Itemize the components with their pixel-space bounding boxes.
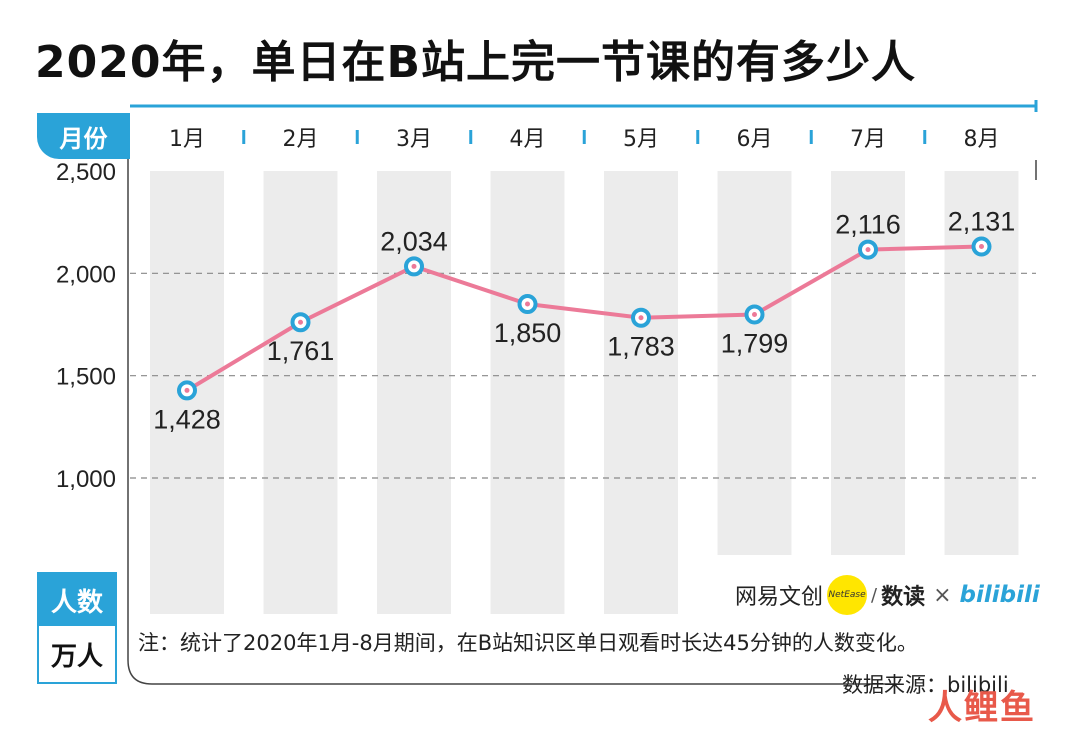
data-label: 1,799 <box>721 328 789 358</box>
data-label: 2,034 <box>380 226 448 256</box>
data-label: 1,850 <box>494 318 562 348</box>
data-label: 2,131 <box>948 207 1016 237</box>
footnote: 注：统计了2020年1月-8月期间，在B站知识区单日观看时长达45分钟的人数变化… <box>138 631 918 655</box>
data-label: 1,428 <box>153 404 221 434</box>
times-icon: × <box>933 582 952 608</box>
y-unit-box: 人数 万人 <box>37 572 117 684</box>
frame-outline <box>127 158 900 685</box>
y-tick-label: 2,500 <box>56 159 116 186</box>
month-column <box>944 171 1019 555</box>
data-point-center <box>298 319 303 325</box>
netease-logo-icon: NetEase <box>827 575 868 615</box>
y-tick-label: 2,000 <box>56 261 116 288</box>
x-tick-label: 1月 <box>169 127 205 152</box>
data-point-center <box>525 301 530 307</box>
page-title: 2020年，单日在B站上完一节课的有多少人 <box>35 37 916 88</box>
y-unit-value: 万人 <box>50 641 103 672</box>
data-point-center <box>752 311 757 317</box>
watermark-logo: 人鲤鱼 <box>928 688 1036 728</box>
x-tick-label: 3月 <box>396 127 432 152</box>
data-point-center <box>184 387 190 393</box>
month-column <box>604 171 678 614</box>
month-column <box>831 171 905 555</box>
data-point-center <box>865 247 871 253</box>
x-tick-label: 6月 <box>737 127 773 152</box>
data-label: 1,783 <box>607 332 675 362</box>
y-unit-label: 人数 <box>39 574 115 626</box>
data-point-center <box>411 263 417 269</box>
series-line <box>185 244 982 393</box>
netease-brand: 网易文创 <box>735 585 824 610</box>
credits: 网易文创 NetEase / 数读 × bilibili <box>735 575 1040 615</box>
month-column <box>263 171 338 614</box>
brand-separator: / <box>871 584 878 606</box>
data-point-center <box>979 244 984 250</box>
month-column <box>490 171 565 614</box>
data-point-center <box>638 315 644 321</box>
x-tick-label: 8月 <box>964 127 1000 152</box>
x-tick-label: 4月 <box>510 127 546 152</box>
data-label: 1,761 <box>267 336 335 366</box>
y-tick-label: 1,500 <box>56 364 116 391</box>
shudu-brand: 数读 <box>881 585 926 610</box>
x-tick-label: 2月 <box>283 127 319 152</box>
y-tick-label: 1,000 <box>56 466 116 493</box>
x-tick-label: 5月 <box>623 127 659 152</box>
x-tick-label: 7月 <box>850 127 886 152</box>
month-column <box>717 171 792 555</box>
data-source: 数据来源：bilibili <box>842 673 1009 697</box>
month-column <box>377 171 451 614</box>
data-label: 2,116 <box>835 210 901 240</box>
bilibili-logo: bilibili <box>959 582 1040 608</box>
x-axis-tag: 月份 <box>37 113 130 159</box>
